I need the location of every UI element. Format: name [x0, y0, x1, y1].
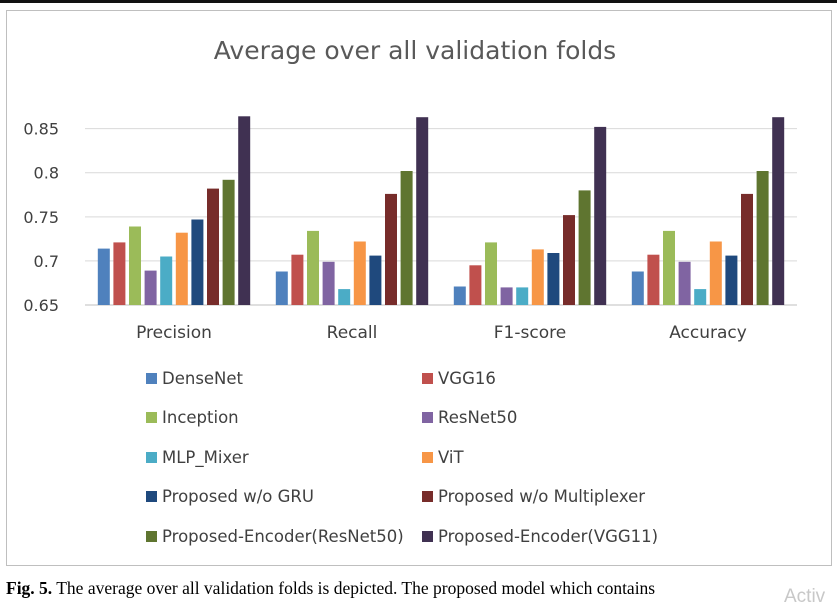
gridlines — [85, 128, 797, 306]
activation-watermark: Activ — [784, 586, 826, 607]
bar — [709, 241, 722, 305]
legend-item: Inception — [146, 408, 239, 428]
legend-item: ViT — [422, 447, 464, 467]
legend-swatch — [146, 412, 157, 423]
top-rule — [0, 0, 837, 3]
legend-swatch — [146, 530, 157, 542]
figure-label: Fig. 5. — [6, 578, 53, 598]
legend-item: ResNet50 — [422, 408, 517, 428]
bar — [385, 193, 397, 305]
x-category-label: Recall — [327, 323, 378, 343]
bar — [113, 242, 126, 305]
bar — [578, 190, 591, 305]
legend-item: Proposed-Encoder(ResNet50) — [146, 526, 404, 546]
legend-item: MLP_Mixer — [146, 447, 249, 467]
legend-label: ViT — [438, 447, 464, 467]
y-tick-label: 0.85 — [23, 120, 59, 139]
bar — [97, 248, 110, 305]
bar — [416, 117, 429, 305]
y-tick-label: 0.75 — [23, 208, 59, 227]
legend-item: DenseNet — [146, 368, 243, 388]
caption-text: The average over all validation folds is… — [52, 578, 656, 598]
bar — [531, 249, 544, 305]
bar — [694, 289, 707, 305]
legend-swatch — [146, 491, 157, 502]
legend-swatch — [146, 372, 157, 384]
x-category-label: Accuracy — [669, 323, 747, 343]
bar — [469, 265, 482, 305]
bar — [547, 253, 560, 305]
chart-frame: Average over all validation folds 0.65 0.… — [6, 10, 832, 566]
bar — [222, 179, 235, 305]
x-category-label: Precision — [136, 323, 212, 343]
legend-label: ResNet50 — [438, 408, 518, 427]
legend-label: Proposed-Encoder(ResNet50) — [162, 526, 404, 546]
legend-swatch — [422, 491, 433, 502]
legend-item: Proposed w/o Multiplexer — [422, 487, 645, 507]
figure-caption: Fig. 5. The average over all validation … — [6, 578, 836, 599]
x-axis-categories: Precision Recall F1-score Accuracy — [136, 323, 747, 343]
bar — [594, 126, 607, 306]
bar — [400, 171, 413, 305]
legend-label: MLP_Mixer — [162, 447, 249, 467]
bar — [725, 255, 738, 305]
legend-swatch — [422, 412, 433, 423]
bar — [207, 188, 219, 305]
legend-label: Proposed-Encoder(VGG11) — [438, 526, 659, 546]
bar — [663, 230, 675, 305]
bar-chart: Average over all validation folds 0.650.… — [23, 36, 797, 343]
legend-item: VGG16 — [422, 368, 496, 388]
legend-item: Proposed-Encoder(VGG11) — [422, 526, 658, 546]
bar — [191, 219, 204, 305]
chart-title: Average over all validation folds — [214, 36, 616, 65]
x-category-label: F1-score — [494, 323, 566, 343]
legend-swatch — [146, 451, 157, 463]
bar — [647, 254, 660, 305]
legend-label: DenseNet — [162, 368, 244, 388]
legend-swatch — [422, 530, 433, 542]
bar — [129, 226, 141, 305]
y-tick-label: 0.7 — [34, 252, 59, 271]
legend-item: Proposed w/o GRU — [146, 487, 314, 507]
y-tick-label: 0.8 — [34, 164, 59, 183]
bar — [275, 271, 288, 305]
bar — [678, 261, 691, 305]
bar — [160, 256, 173, 305]
legend-swatch — [422, 372, 433, 384]
legend-label: Inception — [162, 408, 239, 427]
bar — [353, 241, 366, 305]
bar — [175, 232, 188, 305]
bar — [322, 261, 335, 305]
bar — [291, 254, 304, 305]
y-axis-ticks: 0.65 0.7 0.75 0.8 0.85 — [23, 120, 59, 315]
bar — [500, 287, 513, 305]
bar — [369, 255, 382, 305]
bar — [338, 289, 351, 305]
bar — [238, 116, 251, 305]
y-tick-label: 0.65 — [23, 296, 59, 315]
legend-label: VGG16 — [438, 368, 496, 388]
bar — [453, 286, 466, 305]
bars — [97, 116, 785, 306]
bar — [563, 215, 575, 305]
legend-label: Proposed w/o GRU — [162, 487, 314, 506]
bar — [485, 242, 497, 305]
bar — [516, 287, 529, 305]
legend-label: Proposed w/o Multiplexer — [438, 487, 646, 506]
legend-swatch — [422, 451, 433, 463]
bar — [631, 271, 644, 305]
bar — [756, 171, 769, 305]
bar — [741, 193, 753, 305]
bar — [772, 117, 785, 305]
bar — [144, 270, 157, 305]
bar — [307, 230, 319, 305]
